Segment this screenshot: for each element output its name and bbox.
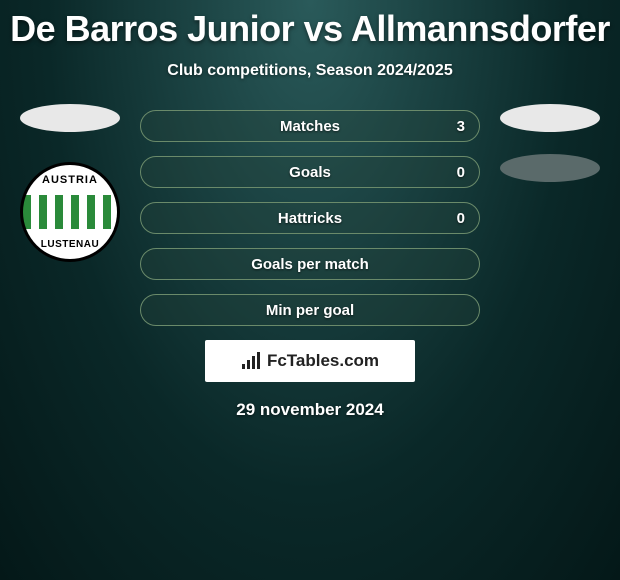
stats-list: Matches 3 Goals 0 Hattricks 0 Goals per … [140,110,480,326]
player-left-column: AUSTRIA LUSTENAU [10,104,130,262]
page-title: De Barros Junior vs Allmannsdorfer [0,0,620,50]
branding-text: FcTables.com [267,351,379,371]
stat-row-goals-per-match: Goals per match [140,248,480,280]
branding-badge: FcTables.com [205,340,415,382]
stat-label: Hattricks [278,210,342,227]
stat-row-matches: Matches 3 [140,110,480,142]
stat-value-right: 0 [457,164,465,181]
stat-label: Goals per match [251,256,369,273]
player-right-head-icon [500,104,600,132]
club-logo-bottom-text: LUSTENAU [23,229,117,259]
stat-value-right: 3 [457,118,465,135]
stat-label: Min per goal [266,302,354,319]
club-logo-top-text: AUSTRIA [23,165,117,195]
club-logo: AUSTRIA LUSTENAU [20,162,120,262]
stat-row-hattricks: Hattricks 0 [140,202,480,234]
stat-row-goals: Goals 0 [140,156,480,188]
player-left-head-icon [20,104,120,132]
player-right-column [490,104,610,182]
player-right-head2-icon [500,154,600,182]
bar-chart-icon [241,352,263,370]
stat-row-min-per-goal: Min per goal [140,294,480,326]
subtitle: Club competitions, Season 2024/2025 [0,62,620,80]
stat-label: Goals [289,164,331,181]
stat-value-right: 0 [457,210,465,227]
content-area: AUSTRIA LUSTENAU Matches 3 Goals 0 Hattr… [0,110,620,420]
date-text: 29 november 2024 [0,400,620,420]
stat-label: Matches [280,118,340,135]
